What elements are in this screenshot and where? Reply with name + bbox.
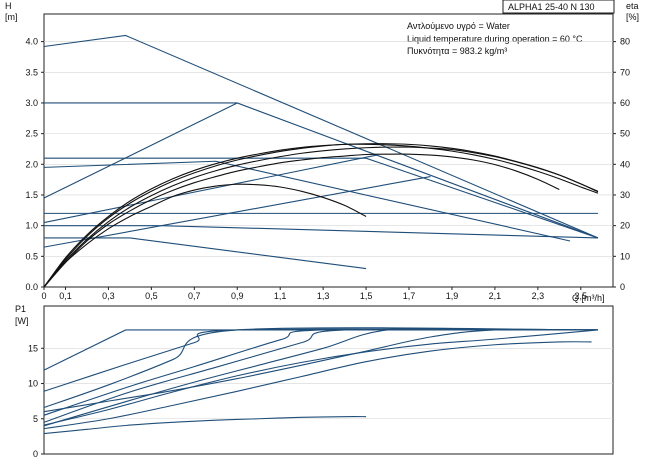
title-box bbox=[502, 0, 615, 14]
head-plot-frame bbox=[43, 13, 614, 288]
info-line-liquid: Αντλούμενο υγρό = Water bbox=[407, 21, 510, 31]
head-grid bbox=[44, 41, 613, 257]
head-axis-symbol: H bbox=[5, 1, 12, 11]
head-tick-label: 0.0 bbox=[25, 282, 38, 292]
pump-model-title: ALPHA1 25-40 N 130 bbox=[508, 2, 595, 12]
eta-tick-label: 40 bbox=[620, 159, 630, 169]
efficiency-curve bbox=[43, 143, 599, 288]
flow-tick-label: 1,9 bbox=[446, 291, 459, 301]
head-curve bbox=[44, 237, 367, 270]
head-curve bbox=[43, 160, 571, 242]
head-tick-label: 3.0 bbox=[25, 98, 38, 108]
efficiency-curve bbox=[43, 153, 560, 288]
head-efficiency-curves bbox=[43, 34, 599, 288]
eta-tick-label: 60 bbox=[620, 98, 630, 108]
info-line-temperature: Liquid temperature during operation = 60… bbox=[407, 34, 583, 44]
eta-tick-label: 0 bbox=[620, 282, 625, 292]
power-curve bbox=[43, 328, 598, 413]
flow-tick-label: 1,7 bbox=[403, 291, 416, 301]
flow-tick-label: 1,1 bbox=[274, 291, 287, 301]
flow-tick-label: 2,5 bbox=[575, 291, 588, 301]
flow-tick-label: 0,9 bbox=[231, 291, 244, 301]
flow-tick-label: 0 bbox=[41, 291, 46, 301]
eta-tick-label: 20 bbox=[620, 221, 630, 231]
eta-tick-label: 80 bbox=[620, 37, 630, 47]
power-curves bbox=[43, 327, 599, 435]
power-curve bbox=[43, 329, 599, 426]
flow-tick-label: 2,3 bbox=[532, 291, 545, 301]
head-axis-unit: [m] bbox=[5, 12, 18, 22]
efficiency-curve bbox=[43, 146, 599, 288]
power-curve bbox=[43, 341, 592, 430]
flow-tick-label: 1,5 bbox=[360, 291, 373, 301]
power-tick-label: 5 bbox=[33, 414, 38, 424]
power-tick-label: 0 bbox=[33, 449, 38, 459]
eta-axis-unit: [%] bbox=[626, 12, 639, 22]
head-curve bbox=[43, 102, 238, 199]
head-curve bbox=[44, 157, 599, 239]
axis-ticks: 0.00.51.01.52.02.53.03.54.00102030405060… bbox=[25, 37, 630, 459]
eta-tick-label: 10 bbox=[620, 251, 630, 261]
head-tick-label: 1.0 bbox=[25, 221, 38, 231]
head-curve bbox=[43, 154, 377, 224]
head-tick-label: 2.0 bbox=[25, 159, 38, 169]
flow-tick-label: 0,7 bbox=[188, 291, 201, 301]
head-tick-label: 0.5 bbox=[25, 251, 38, 261]
power-tick-label: 10 bbox=[28, 379, 38, 389]
flow-tick-label: 0,5 bbox=[145, 291, 158, 301]
power-curve bbox=[43, 327, 598, 409]
head-tick-label: 4.0 bbox=[25, 37, 38, 47]
power-curve bbox=[43, 328, 598, 423]
flow-tick-label: 0,3 bbox=[102, 291, 115, 301]
head-tick-label: 2.5 bbox=[25, 129, 38, 139]
flow-tick-label: 1,3 bbox=[317, 291, 330, 301]
power-axis-symbol: P1 bbox=[15, 304, 26, 314]
power-plot-frame bbox=[43, 305, 614, 455]
power-axis-unit: [W] bbox=[15, 316, 29, 326]
eta-axis-symbol: eta bbox=[626, 1, 639, 11]
flow-axis-label: Q [m³/h] bbox=[572, 293, 605, 303]
power-curve bbox=[43, 329, 598, 371]
head-tick-label: 3.5 bbox=[25, 67, 38, 77]
power-tick-label: 15 bbox=[28, 343, 38, 353]
head-curve bbox=[43, 176, 431, 248]
eta-tick-label: 30 bbox=[620, 190, 630, 200]
eta-tick-label: 50 bbox=[620, 129, 630, 139]
eta-tick-label: 70 bbox=[620, 67, 630, 77]
head-curve bbox=[43, 34, 599, 239]
power-curve bbox=[43, 416, 367, 435]
flow-tick-label: 0,1 bbox=[59, 291, 72, 301]
efficiency-curve bbox=[43, 143, 599, 288]
head-tick-label: 1.5 bbox=[25, 190, 38, 200]
efficiency-curve bbox=[43, 183, 367, 288]
power-curve bbox=[43, 328, 598, 392]
flow-tick-label: 2,1 bbox=[489, 291, 502, 301]
info-line-density: Πυκνότητα = 983.2 kg/m³ bbox=[407, 46, 507, 56]
